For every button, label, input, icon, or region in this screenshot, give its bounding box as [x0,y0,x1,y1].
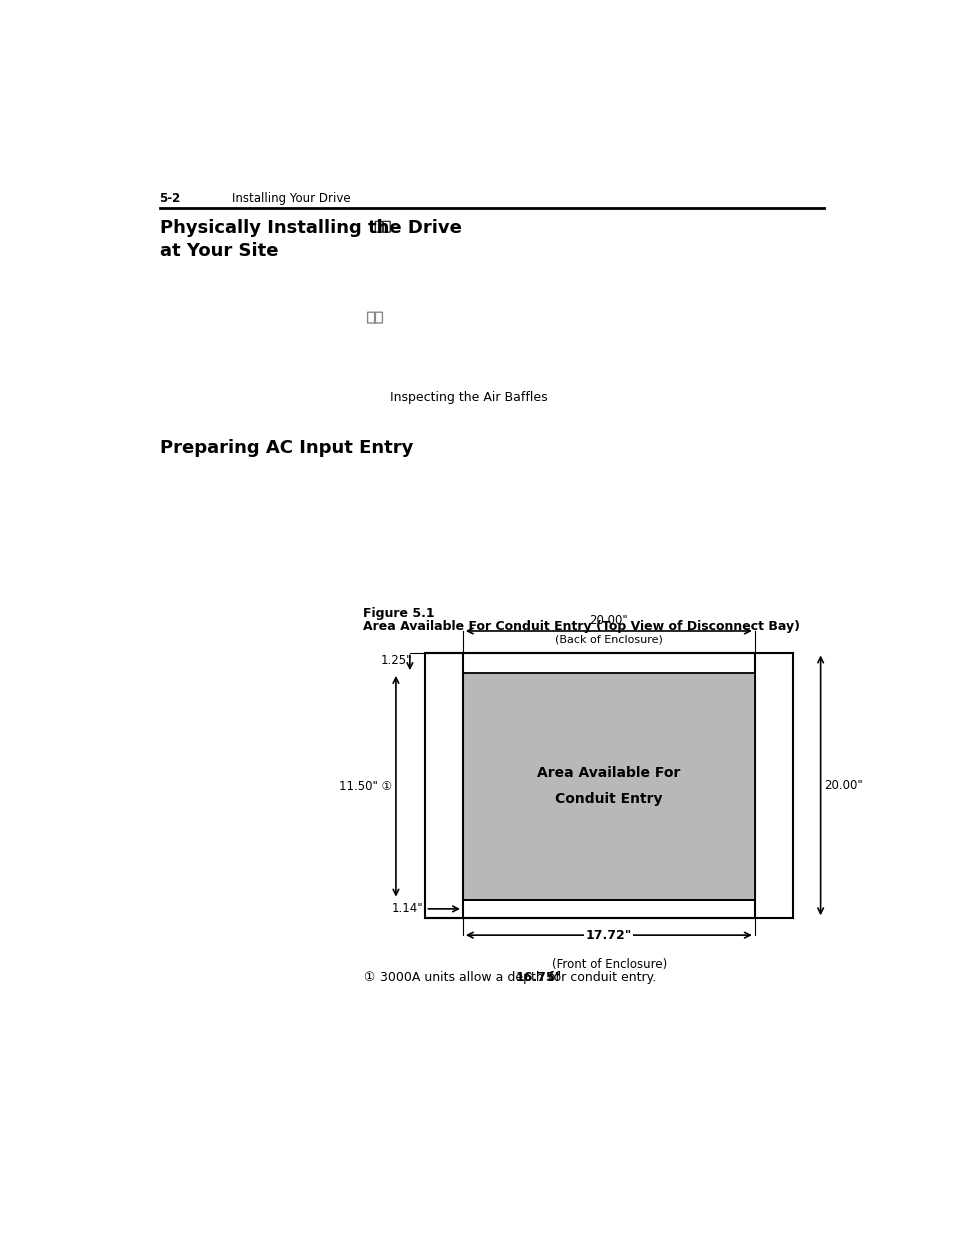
Text: Area Available For: Area Available For [537,766,679,781]
Text: Installing Your Drive: Installing Your Drive [232,193,350,205]
Text: 1.14": 1.14" [391,903,422,915]
Text: 5-2: 5-2 [159,193,181,205]
Text: Inspecting the Air Baffles: Inspecting the Air Baffles [390,390,548,404]
Text: 20.00": 20.00" [589,614,628,627]
Text: 16.75": 16.75" [516,971,561,983]
Text: at Your Site: at Your Site [159,242,277,261]
Text: 11.50" ①: 11.50" ① [338,779,392,793]
Text: (Back of Enclosure): (Back of Enclosure) [555,634,662,645]
Text: (Front of Enclosure): (Front of Enclosure) [551,958,666,971]
Text: Area Available For Conduit Entry (Top View of Disconnect Bay): Area Available For Conduit Entry (Top Vi… [363,620,800,634]
Bar [425,652,754,918]
Text: Conduit Entry: Conduit Entry [555,793,662,806]
Text: Preparing AC Input Entry: Preparing AC Input Entry [159,440,413,457]
Bar [462,673,754,899]
Text: Physically Installing the Drive: Physically Installing the Drive [159,219,461,237]
Text: 1.25": 1.25" [380,655,412,667]
Text: 20.00": 20.00" [823,779,862,792]
Text: 17.72": 17.72" [585,929,631,941]
Text: ①: ① [363,971,375,983]
Text: for conduit entry.: for conduit entry. [545,971,656,983]
Text: Figure 5.1: Figure 5.1 [363,608,435,620]
Text: 3000A units allow a depth of: 3000A units allow a depth of [380,971,564,983]
